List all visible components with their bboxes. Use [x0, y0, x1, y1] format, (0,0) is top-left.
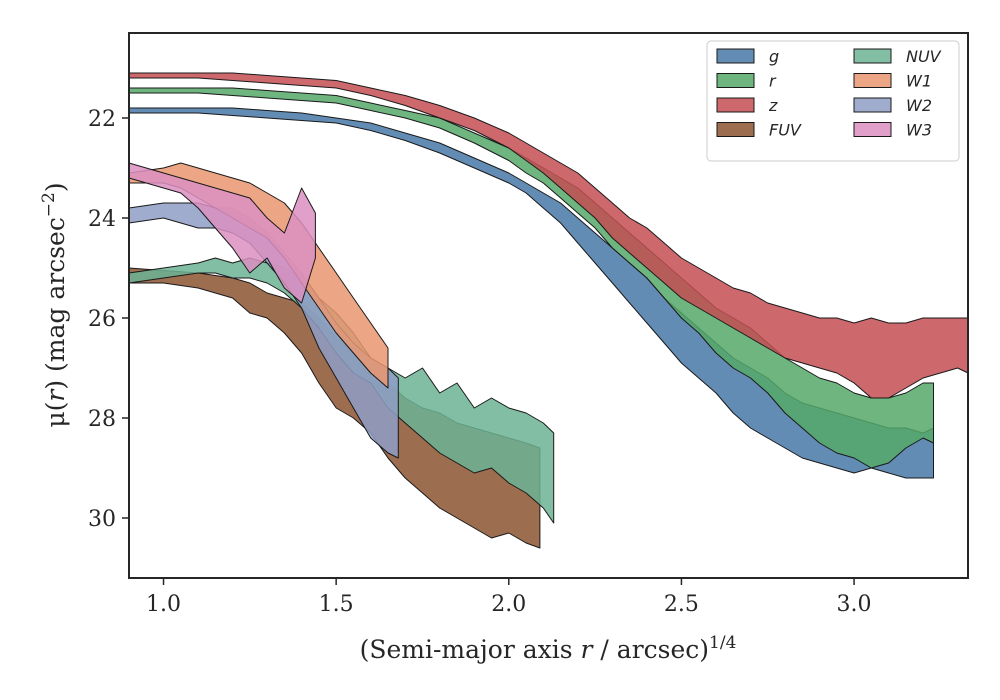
y-axis-title: μ(r) (mag arcsec−2) [39, 182, 70, 427]
legend-label-fuv: FUV [769, 121, 802, 140]
legend-swatch-r [716, 73, 755, 88]
y-tick-label: 26 [88, 307, 116, 332]
x-tick-label: 1.0 [146, 592, 181, 617]
legend-frame [706, 40, 960, 162]
legend-label-w2: W2 [906, 96, 932, 115]
y-tick-label: 28 [88, 407, 116, 432]
legend-label-nuv: NUV [906, 47, 942, 66]
y-axis-ticks: 22 24 26 28 30 [88, 107, 129, 532]
legend-swatch-w2 [853, 97, 892, 113]
legend-label-w3: W3 [906, 121, 932, 140]
legend-swatch-g [716, 48, 755, 64]
x-tick-label: 3.0 [837, 592, 872, 617]
legend: grz FUV NUV W1 W2 W3 [706, 40, 960, 162]
y-tick-label: 22 [88, 107, 116, 132]
x-tick-label: 2.5 [664, 592, 699, 617]
x-axis-ticks: 1.0 1.5 2.0 2.5 3.0 [146, 578, 872, 617]
x-tick-label: 2.0 [491, 592, 526, 617]
y-tick-label: 30 [88, 507, 116, 532]
legend-swatch-w3 [853, 122, 892, 137]
x-tick-label: 1.5 [319, 592, 354, 617]
band-w3 [128, 162, 316, 304]
legend-label-r: r [769, 72, 777, 91]
legend-swatch-fuv [716, 122, 755, 137]
legend-swatch-nuv [853, 48, 892, 64]
legend-label-g: g [769, 47, 779, 66]
legend-swatch-w1 [853, 73, 892, 88]
band-g [128, 107, 934, 479]
y-tick-label: 24 [88, 207, 116, 232]
x-axis-title: (Semi-major axis r / arcsec)1/4 [360, 633, 737, 664]
legend-label-w1: W1 [906, 72, 932, 91]
plot-frame [128, 32, 969, 579]
legend-label-z: z [768, 96, 778, 115]
legend-swatch-z [716, 97, 755, 113]
